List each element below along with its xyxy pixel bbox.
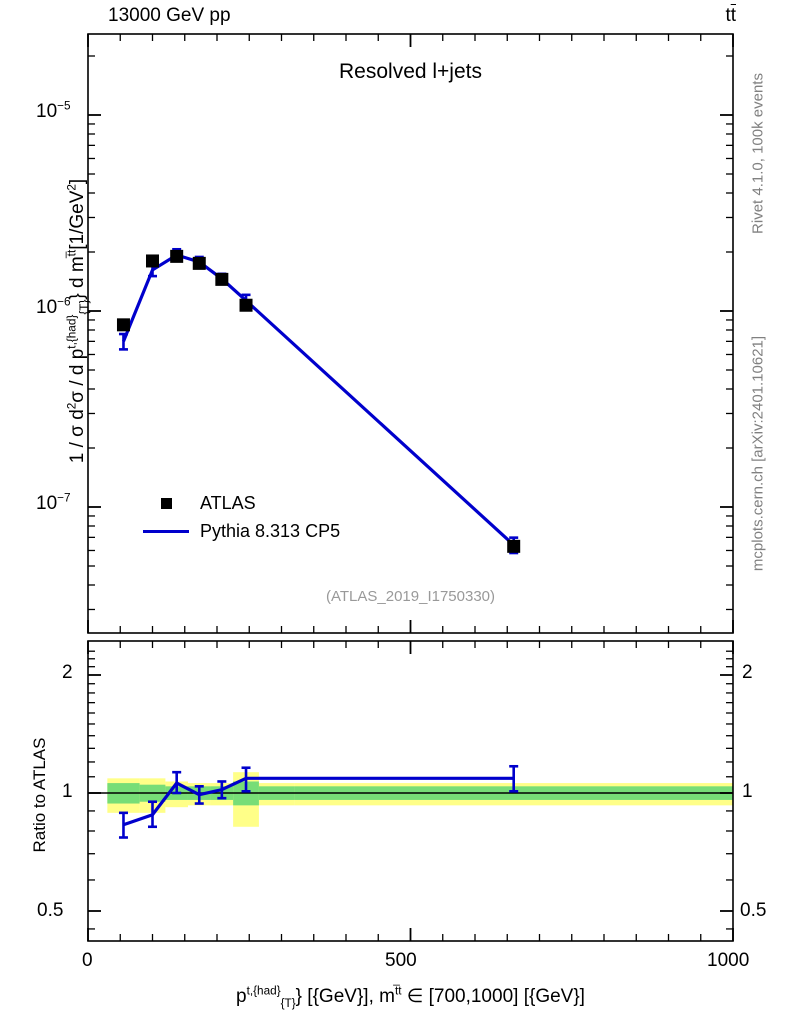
data-point-marker [192, 256, 206, 270]
analysis-watermark: (ATLAS_2019_I1750330) [325, 588, 495, 605]
x-axis-label: pt,{had}{T}} [{GeV}], mt̅t ∈ [700,1000] … [236, 984, 585, 1010]
y-tick-label-1e-6: 10−6 [36, 295, 71, 318]
data-point-marker [170, 249, 184, 263]
data-point-marker [507, 539, 521, 553]
main-data-markers [116, 249, 521, 553]
ratio-mc-curve [118, 764, 519, 839]
legend-square-marker-icon [140, 497, 192, 509]
plot-axes [87, 33, 734, 942]
legend-label-atlas: ATLAS [200, 492, 256, 513]
legend-item-pythia[interactable]: Pythia 8.313 CP5 [140, 517, 340, 545]
data-point-marker [239, 298, 253, 312]
ratio-uncertainty-bands [107, 772, 733, 827]
y-tick-label-1e-5: 10−5 [36, 99, 71, 122]
source-reference-note: mcplots.cern.ch [arXiv:2401.10621] [749, 335, 767, 572]
ratio-y-tick-label-1-left: 1 [62, 781, 73, 802]
x-tick-label-500: 500 [385, 950, 417, 971]
data-point-marker [146, 254, 159, 268]
data-point-marker [116, 318, 130, 332]
x-tick-label-0: 0 [82, 950, 93, 971]
legend-item-atlas[interactable]: ATLAS [140, 489, 340, 517]
legend: ATLAS Pythia 8.313 CP5 [140, 489, 340, 545]
ratio-y-tick-label-05-left: 0.5 [37, 900, 64, 921]
ratio-y-tick-label-2-right: 2 [742, 662, 753, 683]
header-process-label: tt [725, 5, 736, 26]
page-title: Resolved l+jets [339, 60, 482, 83]
ratio-y-tick-label-2-left: 2 [62, 662, 73, 683]
ratio-y-axis-label: Ratio to ATLAS [30, 737, 49, 853]
legend-line-marker-icon [140, 529, 192, 533]
data-point-marker [215, 272, 229, 286]
y-tick-label-1e-7: 10−7 [36, 491, 71, 514]
header-beam-info: 13000 GeV pp [108, 5, 231, 26]
ratio-y-tick-label-05-right: 0.5 [740, 900, 767, 921]
generator-version-note: Rivet 4.1.0, 100k events [749, 73, 767, 234]
x-tick-label-1000: 1000 [707, 950, 750, 971]
ratio-y-tick-label-1-right: 1 [742, 781, 753, 802]
legend-label-pythia: Pythia 8.313 CP5 [200, 520, 341, 541]
